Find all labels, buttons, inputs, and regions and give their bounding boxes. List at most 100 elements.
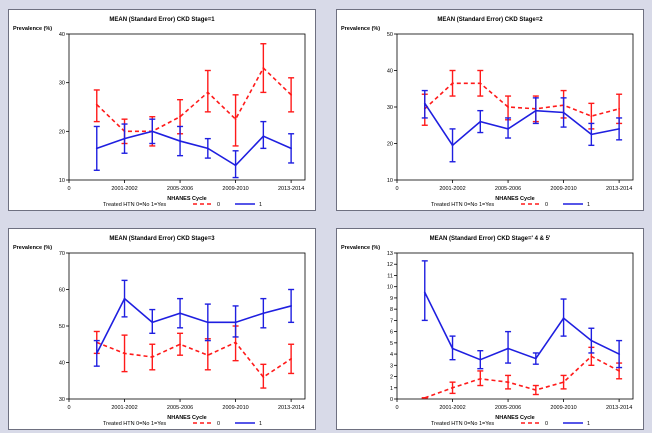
series-1 xyxy=(93,118,295,179)
error-bar xyxy=(449,335,456,361)
x-tick-label: 2001-2002 xyxy=(439,186,465,192)
error-bar xyxy=(232,94,239,147)
error-bar xyxy=(505,95,512,121)
error-bar xyxy=(421,396,428,399)
error-bar xyxy=(505,330,512,364)
y-tick-label: 5 xyxy=(390,341,393,347)
data-point xyxy=(234,321,237,324)
y-tick-label: 20 xyxy=(59,129,65,135)
error-bar xyxy=(505,117,512,139)
data-point xyxy=(534,389,537,391)
error-bar xyxy=(93,89,100,123)
legend-title: Treated HTN 0=No 1=Yes xyxy=(431,421,494,427)
data-point xyxy=(507,128,509,130)
data-point xyxy=(262,312,265,315)
data-point xyxy=(290,357,293,360)
x-axis-label: NHANES Cycle xyxy=(495,415,534,421)
y-tick-label: 40 xyxy=(59,32,65,38)
data-point xyxy=(290,147,293,150)
error-bar xyxy=(232,305,239,338)
series-line-0 xyxy=(424,82,620,117)
y-tick-label: 6 xyxy=(390,330,393,336)
error-bar xyxy=(288,77,295,113)
error-bar xyxy=(260,297,267,329)
x-tick-label: 2009-2010 xyxy=(550,186,576,192)
legend-title: Treated HTN 0=No 1=Yes xyxy=(431,202,494,208)
y-tick-label: 0 xyxy=(390,397,393,403)
legend-label-1: 1 xyxy=(587,202,590,208)
y-tick-label: 40 xyxy=(387,69,393,75)
error-bar xyxy=(449,69,456,97)
y-tick-label: 40 xyxy=(59,361,65,367)
data-point xyxy=(590,133,593,136)
chart-svg-stage-1: MEAN (Standard Error) CKD Stage=1 Prevale… xyxy=(13,17,306,208)
x-tick-label: 2005-2006 xyxy=(167,405,193,411)
data-point xyxy=(562,111,565,114)
legend-label-1: 1 xyxy=(587,421,590,427)
error-bar xyxy=(177,125,184,157)
series-line-0 xyxy=(96,341,292,379)
error-bar xyxy=(93,339,100,367)
data-point xyxy=(95,352,98,355)
legend-title: Treated HTN 0=No 1=Yes xyxy=(103,421,166,427)
data-point xyxy=(618,353,621,355)
data-point xyxy=(590,355,593,358)
chart-title: MEAN (Standard Error) CKD Stage=3 xyxy=(109,236,215,242)
error-bar xyxy=(121,279,128,318)
series-0 xyxy=(93,43,295,147)
series-line-1 xyxy=(96,130,292,167)
data-point xyxy=(123,352,126,355)
y-tick-label: 9 xyxy=(390,296,393,302)
x-tick-label: 2013-2014 xyxy=(278,186,304,192)
series-1 xyxy=(421,89,623,163)
data-point xyxy=(423,102,426,105)
x-tick-label: 2005-2006 xyxy=(167,186,193,192)
series-line-1 xyxy=(96,297,292,354)
error-bar xyxy=(505,374,512,390)
error-bar xyxy=(477,350,484,370)
series-0 xyxy=(93,325,295,389)
error-bar xyxy=(477,69,484,97)
y-tick-label: 1 xyxy=(390,386,393,392)
data-point xyxy=(562,381,565,384)
error-bar xyxy=(204,69,211,113)
x-tick-label: 2009-2010 xyxy=(222,186,248,192)
y-axis: 10 20 30 40 50 xyxy=(387,32,397,184)
error-bar xyxy=(288,133,295,164)
y-axis: 30 40 50 60 70 xyxy=(59,251,69,403)
error-bar xyxy=(288,288,295,324)
legend-label-0: 0 xyxy=(545,202,548,208)
x-tick-label: 0 xyxy=(395,186,398,192)
series-line-0 xyxy=(424,355,620,399)
error-bar xyxy=(560,97,567,128)
data-point xyxy=(479,358,482,361)
chart-title: MEAN (Standard Error) CKD Stage=' 4 & 5' xyxy=(430,236,551,242)
y-tick-label: 13 xyxy=(387,251,393,257)
series-1 xyxy=(421,260,623,370)
x-tick-label: 0 xyxy=(67,405,70,411)
data-point xyxy=(95,103,98,106)
x-tick-label: 2005-2006 xyxy=(495,405,521,411)
x-tick-label: 2009-2010 xyxy=(550,405,576,411)
data-point xyxy=(234,164,237,167)
data-point xyxy=(151,130,154,133)
legend-title: Treated HTN 0=No 1=Yes xyxy=(103,202,166,208)
plot-frame xyxy=(68,252,306,400)
error-bar xyxy=(288,343,295,375)
error-bar xyxy=(616,117,623,141)
legend: Treated HTN 0=No 1=Yes 0 1 xyxy=(431,421,590,427)
error-bar xyxy=(204,137,211,159)
y-tick-label: 50 xyxy=(59,324,65,330)
x-tick-label: 2013-2014 xyxy=(606,405,632,411)
y-axis: 10 20 30 40 xyxy=(59,32,69,184)
error-bar xyxy=(477,370,484,387)
chart-svg-stage-4-5: MEAN (Standard Error) CKD Stage=' 4 & 5'… xyxy=(341,236,634,427)
data-point xyxy=(234,118,237,121)
y-axis-label: Prevalence (%) xyxy=(341,26,380,32)
data-point xyxy=(618,107,621,110)
y-axis-label: Prevalence (%) xyxy=(341,245,380,251)
chart-svg-stage-2: MEAN (Standard Error) CKD Stage=2 Prevale… xyxy=(341,17,634,208)
data-point xyxy=(290,305,293,307)
error-bar xyxy=(532,97,539,125)
